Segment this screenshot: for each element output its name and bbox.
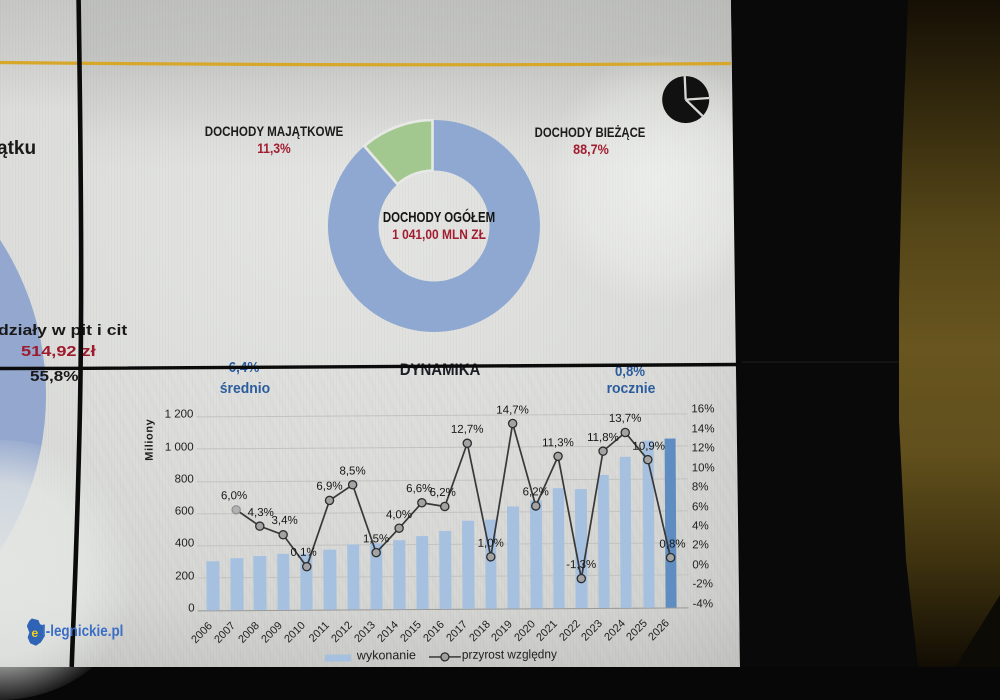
- svg-text:e: e: [31, 626, 38, 640]
